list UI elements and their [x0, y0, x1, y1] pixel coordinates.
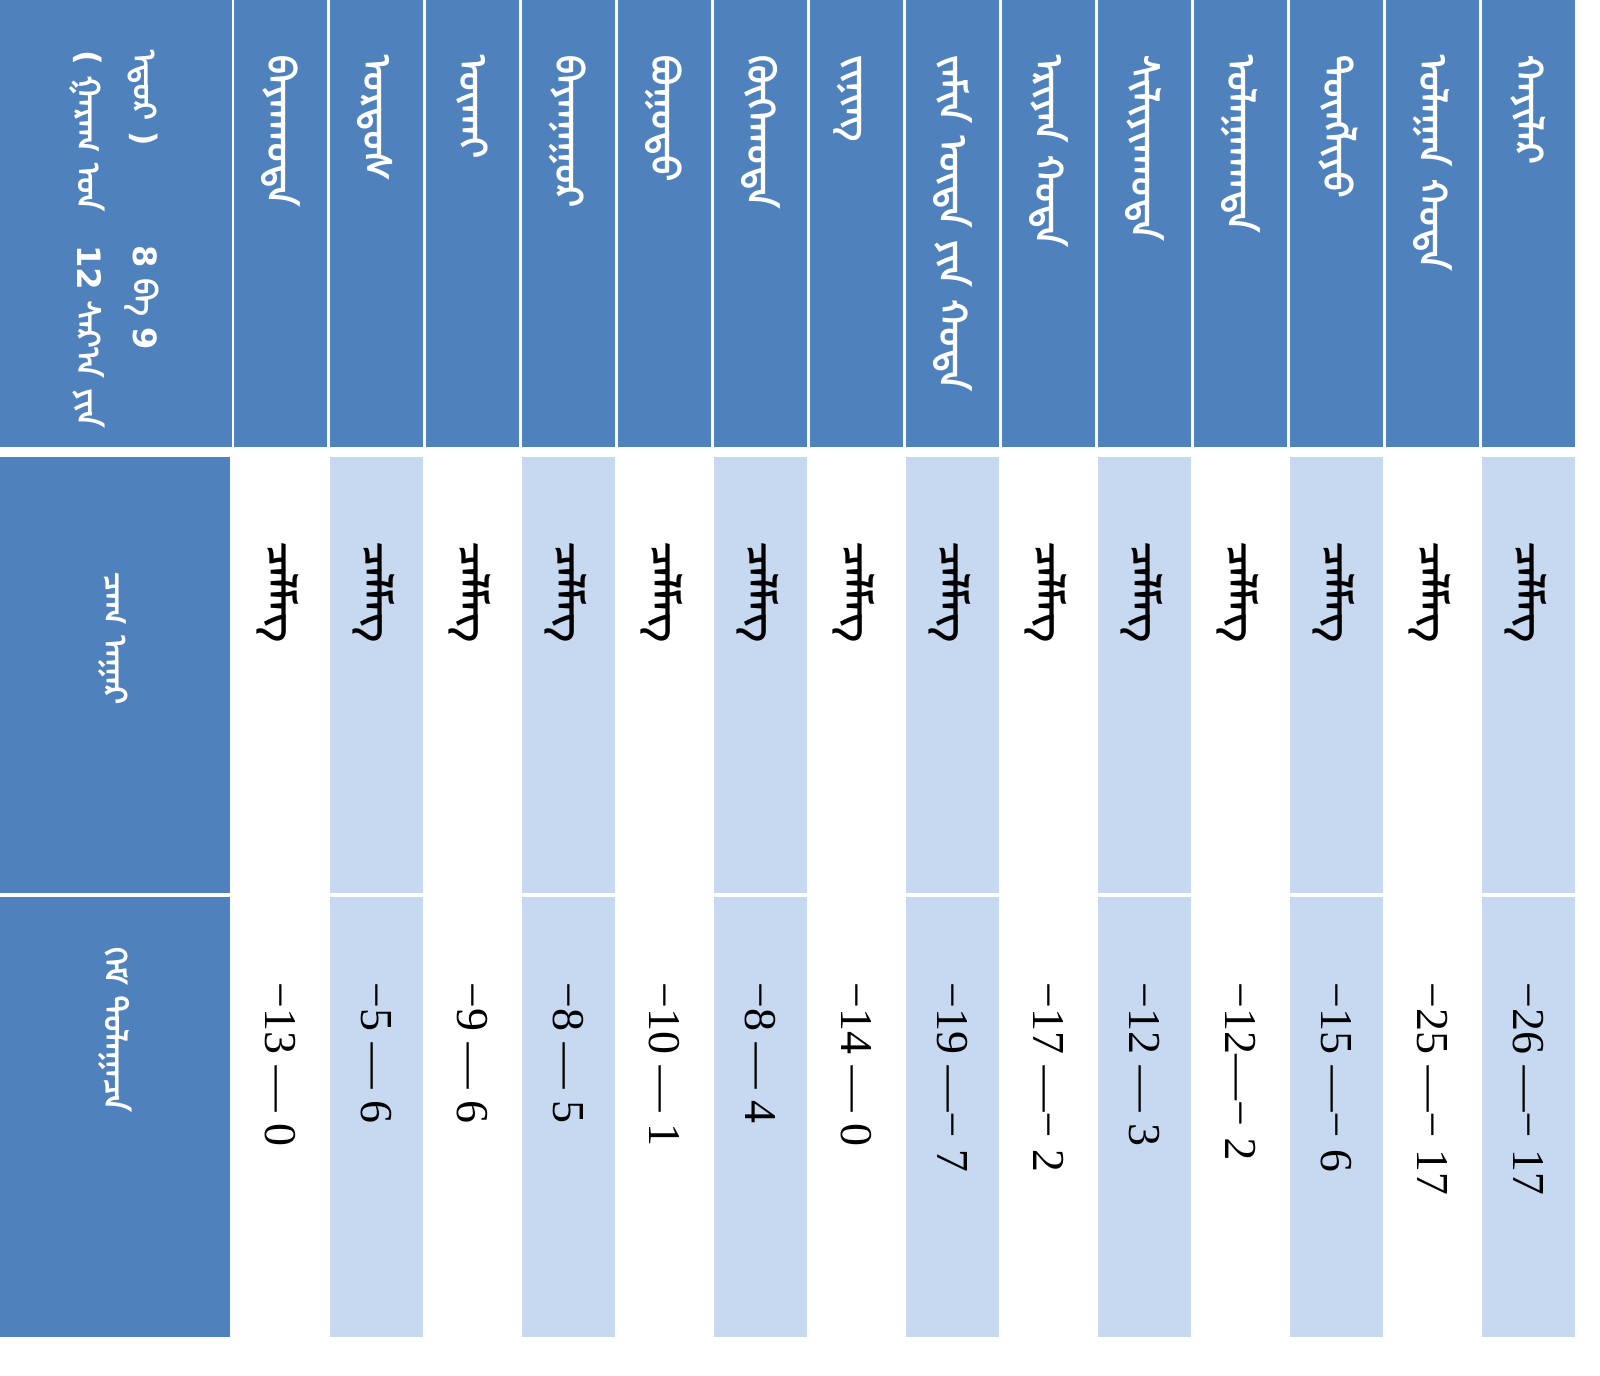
- city-header-cell: ᠪᠠᠶᠠᠨᠨᠠᠭᠤᠷ: [522, 0, 615, 447]
- header-weather-label: ᠴᠠᠭ ᠠᠭᠠᠷ: [96, 572, 134, 705]
- weather-cell: ᠴᠡᠯᠮᠡᠭ: [906, 457, 999, 893]
- temperature-range: −8 — 4: [735, 982, 786, 1123]
- temperature-cell: −12 — 3: [1098, 897, 1191, 1337]
- header-temperature-cell: ᠬᠡᠮ ᠳᠤᠯᠠᠭᠠᠴᠠ: [0, 897, 230, 1337]
- city-name: ᠦᠬᠠᠢ: [450, 55, 495, 159]
- weather-value: ᠴᠡᠯᠮᠡᠭ: [833, 542, 880, 642]
- header-weather-cell: ᠴᠠᠭ ᠠᠭᠠᠷ: [0, 457, 230, 893]
- weather-cell: ᠴᠡᠯᠮᠡᠭ: [1098, 457, 1191, 893]
- temperature-cell: −15 —− 6: [1290, 897, 1383, 1337]
- city-name: ᠲᠥᠩᠯᠢᠶᠣ: [1314, 55, 1359, 198]
- weather-cell: ᠴᠡᠯᠮᠡᠭ: [1386, 457, 1479, 893]
- temperature-range: −25 —− 17: [1407, 982, 1458, 1195]
- city-name: ᠬᠥᠬᠡᠬᠣᠲᠠ: [738, 55, 783, 209]
- weather-value: ᠴᠡᠯᠮᠡᠭ: [1409, 542, 1456, 642]
- city-header-cell: ᠬᠥᠬᠡᠬᠣᠲᠠ: [714, 0, 807, 447]
- weather-value: ᠴᠡᠯᠮᠡᠭ: [1217, 542, 1264, 642]
- city-header-cell: ᠬᠠᠶᠢᠯᠠᠷ: [1482, 0, 1575, 447]
- weather-cell: ᠴᠡᠯᠮᠡᠭ: [426, 457, 519, 893]
- temperature-cell: −5 — 6: [330, 897, 423, 1337]
- temperature-cell: −26 —− 17: [1482, 897, 1575, 1337]
- city-name: ᠤᠯᠠᠭᠠᠨᠬᠠᠳᠠ: [1218, 55, 1263, 233]
- city-header-cell: ᠡᠷᠢᠶᠡᠨ ᠬᠣᠲᠠ: [1002, 0, 1095, 447]
- temperature-range: −15 —− 6: [1311, 982, 1362, 1172]
- weather-cell: ᠴᠡᠯᠮᠡᠭ: [330, 457, 423, 893]
- weather-value: ᠴᠡᠯᠮᠡᠭ: [449, 542, 496, 642]
- header-date-line1: 12 ᠰᠠᠷ᠎ᠠ ᠶᠢᠨ 8 ᠪᠠ 9: [69, 245, 163, 428]
- temperature-cell: −8 — 5: [522, 897, 615, 1337]
- weather-value: ᠴᠡᠯᠮᠡᠭ: [1025, 542, 1072, 642]
- weather-value: ᠴᠡᠯᠮᠡᠭ: [929, 542, 976, 642]
- temperature-cell: −12—− 2: [1194, 897, 1287, 1337]
- city-header-cell: ᠤᠯᠠᠭᠠᠨᠬᠠᠳᠠ: [1194, 0, 1287, 447]
- weather-value: ᠴᠡᠯᠮᠡᠭ: [1313, 542, 1360, 642]
- weather-cell: ᠴᠡᠯᠮᠡᠭ: [810, 457, 903, 893]
- city-header-cell: ᠤᠯᠠᠭᠠᠨ ᠬᠣᠲᠠ: [1386, 0, 1479, 447]
- weather-value: ᠴᠡᠯᠮᠡᠭ: [1121, 542, 1168, 642]
- temperature-range: −12 — 3: [1119, 982, 1170, 1146]
- temperature-range: −8 — 5: [543, 982, 594, 1123]
- city-name: ᠬᠠᠶᠢᠯᠠᠷ: [1506, 55, 1551, 164]
- temperature-range: −13 — 0: [255, 982, 306, 1146]
- temperature-cell: −25 —− 17: [1386, 897, 1479, 1337]
- city-name: ᠵᠢᠨᠢᠩ: [834, 55, 879, 142]
- weather-value: ᠴᠡᠯᠮᠡᠭ: [737, 542, 784, 642]
- weather-cell: ᠴᠡᠯᠮᠡᠭ: [234, 457, 327, 893]
- weather-value: ᠴᠡᠯᠮᠡᠭ: [545, 542, 592, 642]
- weather-cell: ᠴᠡᠯᠮᠡᠭ: [1194, 457, 1287, 893]
- weather-value: ᠴᠡᠯᠮᠡᠭ: [1505, 542, 1552, 642]
- temperature-cell: −14 — 0: [810, 897, 903, 1337]
- city-name: ᠤᠯᠠᠭᠠᠨ ᠬᠣᠲᠠ: [1410, 55, 1455, 271]
- temperature-cell: −19 —− 7: [906, 897, 999, 1337]
- city-name: ᠣᠷᠳᠤᠰ: [354, 55, 399, 181]
- city-header-cell: ᠦᠬᠠᠢ: [426, 0, 519, 447]
- temperature-cell: −17 —− 2: [1002, 897, 1095, 1337]
- city-name: ᠰᠢᠯᠢᠶᠢᠨᠬᠣᠲᠠ: [1122, 55, 1167, 241]
- weather-cell: ᠴᠡᠯᠮᠡᠭ: [1290, 457, 1383, 893]
- weather-cell: ᠴᠡᠯᠮᠡᠭ: [618, 457, 711, 893]
- temperature-cell: −10 — 1: [618, 897, 711, 1337]
- city-name: ᠪᠠᠶᠠᠨᠬᠣᠲᠠ: [258, 55, 303, 206]
- city-name: ᠵᠠᠮᠢᠨ ᠦᠳᠡ ᠶᠢᠨ ᠬᠣᠲᠠ: [930, 55, 975, 391]
- temperature-range: −10 — 1: [639, 982, 690, 1146]
- city-header-cell: ᠣᠷᠳᠤᠰ: [330, 0, 423, 447]
- temperature-range: −5 — 6: [351, 982, 402, 1123]
- header-date-line2: ( ᠭᠠᠷᠠᠭ ᠤᠨ ᠡᠳᠦᠷ ): [69, 50, 163, 211]
- temperature-range: −12—− 2: [1215, 982, 1266, 1161]
- weather-value: ᠴᠡᠯᠮᠡᠭ: [353, 542, 400, 642]
- city-header-cell: ᠰᠢᠯᠢᠶᠢᠨᠬᠣᠲᠠ: [1098, 0, 1191, 447]
- city-header-cell: ᠵᠢᠨᠢᠩ: [810, 0, 903, 447]
- temperature-range: −14 — 0: [831, 982, 882, 1146]
- city-header-cell: ᠪᠤᠭᠤᠲᠤ: [618, 0, 711, 447]
- header-date-cell: 12 ᠰᠠᠷ᠎ᠠ ᠶᠢᠨ 8 ᠪᠠ 9 ( ᠭᠠᠷᠠᠭ ᠤᠨ ᠡᠳᠦᠷ ): [0, 0, 232, 447]
- temperature-range: −9 — 6: [447, 982, 498, 1123]
- city-header-cell: ᠪᠠᠶᠠᠨᠬᠣᠲᠠ: [234, 0, 327, 447]
- weather-cell: ᠴᠡᠯᠮᠡᠭ: [714, 457, 807, 893]
- city-name: ᠪᠤᠭᠤᠲᠤ: [642, 55, 687, 182]
- temperature-range: −26 —− 17: [1503, 982, 1554, 1195]
- weather-cell: ᠴᠡᠯᠮᠡᠭ: [522, 457, 615, 893]
- weather-cell: ᠴᠡᠯᠮᠡᠭ: [1002, 457, 1095, 893]
- temperature-cell: −9 — 6: [426, 897, 519, 1337]
- city-name: ᠡᠷᠢᠶᠡᠨ ᠬᠣᠲᠠ: [1026, 55, 1071, 247]
- city-header-cell: ᠵᠠᠮᠢᠨ ᠦᠳᠡ ᠶᠢᠨ ᠬᠣᠲᠠ: [906, 0, 999, 447]
- weather-value: ᠴᠡᠯᠮᠡᠭ: [641, 542, 688, 642]
- temperature-cell: −8 — 4: [714, 897, 807, 1337]
- temperature-cell: −13 — 0: [234, 897, 327, 1337]
- temperature-range: −19 —− 7: [927, 982, 978, 1172]
- weather-value: ᠴᠡᠯᠮᠡᠭ: [257, 542, 304, 642]
- header-temperature-label: ᠬᠡᠮ ᠳᠤᠯᠠᠭᠠᠴᠠ: [96, 947, 134, 1112]
- temperature-range: −17 —− 2: [1023, 982, 1074, 1172]
- city-header-cell: ᠲᠥᠩᠯᠢᠶᠣ: [1290, 0, 1383, 447]
- weather-cell: ᠴᠡᠯᠮᠡᠭ: [1482, 457, 1575, 893]
- city-name: ᠪᠠᠶᠠᠨᠨᠠᠭᠤᠷ: [546, 55, 591, 208]
